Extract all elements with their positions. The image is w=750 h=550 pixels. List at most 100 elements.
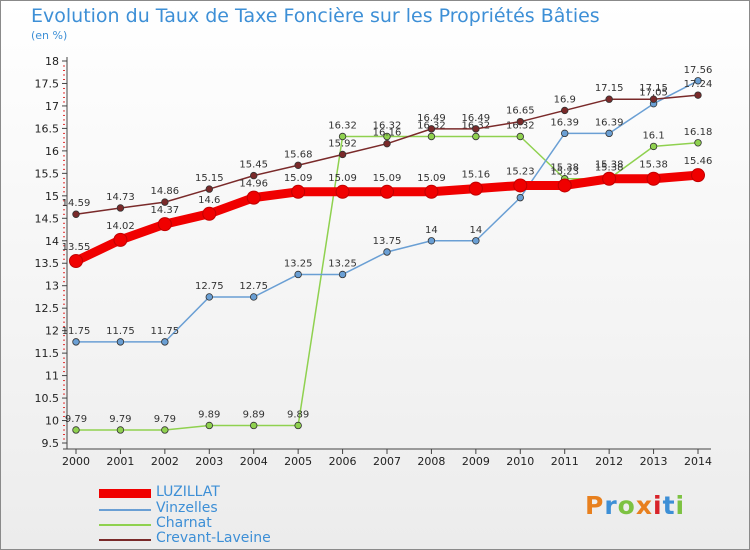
data-label: 14.59 [62,198,91,209]
data-point [72,426,80,434]
y-minor-tick [63,348,65,350]
data-label: 15.23 [550,166,579,177]
y-minor-tick [63,281,65,283]
logo-letter: i [653,491,663,520]
data-label: 16.18 [684,127,713,138]
x-tick-label: 2014 [684,455,712,468]
data-point [250,171,258,180]
y-tick-label: 11.5 [35,347,60,360]
data-label: 16.32 [328,121,357,132]
data-label: 15.46 [684,156,713,167]
data-label: 15.15 [195,173,224,184]
data-point [205,185,213,193]
y-minor-tick [63,393,65,395]
data-label: 14 [425,225,438,236]
data-label: 14.73 [106,192,135,203]
data-label: 9.79 [65,414,87,425]
y-minor-tick [63,236,65,238]
y-minor-tick [63,362,65,364]
data-point [427,132,436,141]
y-minor-tick [63,78,65,80]
data-point [294,161,302,169]
legend-swatch-vinzelles [99,509,151,511]
data-label: 16.16 [373,128,402,139]
x-tick-label: 2006 [329,455,357,468]
data-label: 15.09 [417,173,446,184]
data-label: 17.05 [639,88,668,99]
y-minor-tick [63,357,65,359]
data-point [116,204,125,212]
y-minor-tick [63,411,65,413]
data-point [605,95,613,103]
data-point [424,184,439,199]
y-tick-label: 16 [45,145,59,158]
y-minor-tick [63,371,65,373]
y-tick-label: 14 [45,235,59,248]
y-minor-tick [63,186,65,188]
legend-item-vinzelles: Vinzelles [99,500,349,516]
data-label: 14.96 [239,179,268,190]
y-minor-tick [63,258,65,260]
y-minor-tick [63,227,65,229]
y-minor-tick [63,87,65,89]
y-minor-tick [63,384,65,386]
data-label: 9.89 [287,409,309,420]
data-point [116,338,125,346]
y-minor-tick [63,200,65,202]
y-minor-tick [63,119,65,121]
data-label: 15.92 [328,138,357,149]
y-minor-tick [63,168,65,170]
data-point [383,132,391,141]
data-point [646,171,661,186]
data-point [516,132,524,141]
data-label: 13.25 [328,258,357,269]
y-minor-tick [63,339,65,341]
data-label: 15.38 [639,160,668,171]
data-label: 15.38 [595,160,624,171]
y-minor-tick [63,290,65,292]
data-point [427,125,436,133]
legend-swatch-luzillat [99,489,151,498]
y-minor-tick [63,272,65,274]
y-minor-tick [63,402,65,404]
logo-letter: r [604,491,618,520]
chart-unit-label: (en %) [31,29,68,42]
data-point [250,293,258,301]
data-point [246,190,261,205]
y-minor-tick [63,182,65,184]
data-point [602,171,617,186]
data-point [205,293,213,301]
data-label: 14.6 [198,195,220,206]
y-minor-tick [63,159,65,161]
data-label: 14.86 [151,186,180,197]
data-point [694,91,702,99]
y-minor-tick [63,146,65,148]
data-label: 15.16 [462,170,491,181]
data-point [161,198,169,206]
y-minor-tick [63,335,65,337]
legend-item-charnat: Charnat [99,515,349,531]
data-label: 17.56 [684,65,713,76]
data-point [383,139,391,148]
y-tick-label: 10.5 [35,392,60,405]
y-minor-tick [63,344,65,346]
y-minor-tick [63,321,65,323]
data-label: 11.75 [151,326,180,337]
data-label: 16.49 [462,113,491,124]
proxiti-logo: Proxiti [585,491,685,520]
y-minor-tick [63,312,65,314]
x-tick-label: 2002 [151,455,179,468]
y-minor-tick [63,303,65,305]
data-label: 16.1 [642,130,664,141]
x-tick-label: 2008 [417,455,445,468]
y-minor-tick [63,317,65,319]
y-minor-tick [63,299,65,301]
y-tick-label: 10 [45,415,59,428]
y-minor-tick [63,222,65,224]
x-tick-label: 2005 [284,455,312,468]
x-tick-label: 2009 [462,455,490,468]
y-minor-tick [63,141,65,143]
data-label: 9.89 [243,409,265,420]
